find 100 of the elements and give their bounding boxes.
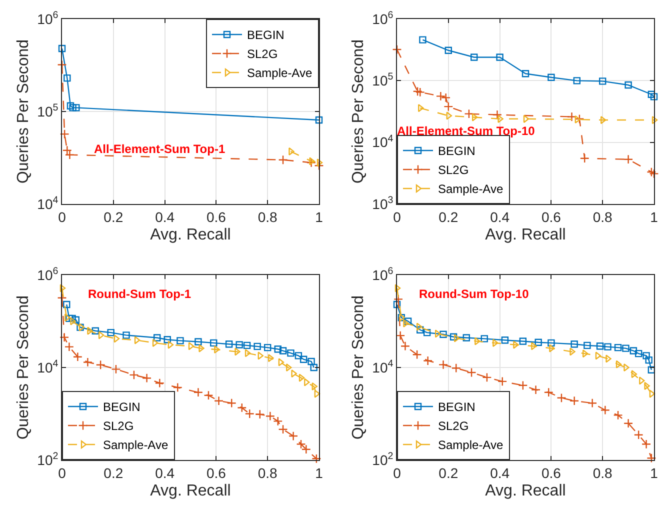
x-tick-label: 0.2	[438, 208, 458, 225]
point	[214, 396, 224, 406]
point	[464, 109, 474, 119]
legend-label: BEGIN	[247, 28, 284, 42]
point	[574, 114, 584, 124]
point	[298, 374, 305, 382]
x-tick-label: 0.2	[104, 464, 124, 481]
point	[570, 340, 578, 348]
point	[641, 439, 652, 449]
point	[523, 114, 530, 123]
annotation: Round-Sum Top-1	[88, 287, 192, 301]
point	[114, 334, 120, 343]
x-tick-label: 0.8	[258, 208, 278, 225]
point	[582, 350, 588, 358]
y-tick-label: 10$^{6}$	[372, 266, 394, 283]
point	[164, 336, 171, 344]
point	[129, 370, 139, 380]
point	[210, 339, 218, 347]
point	[142, 373, 152, 383]
x-tick-label: 1	[315, 208, 324, 225]
point	[168, 340, 174, 349]
point	[423, 356, 433, 366]
x-axis-title: Avg. Recall	[150, 482, 231, 500]
point	[648, 366, 656, 374]
point	[264, 344, 272, 352]
point	[613, 410, 623, 420]
point	[596, 342, 604, 350]
point	[492, 110, 502, 120]
point	[650, 93, 658, 100]
legend-label: BEGIN	[438, 144, 476, 158]
point	[309, 157, 315, 166]
legend-label: BEGIN	[103, 400, 140, 414]
point	[472, 113, 478, 122]
point	[63, 300, 70, 308]
y-tick-label: 10$^{3}$	[372, 195, 394, 212]
point	[404, 318, 412, 325]
x-tick-label: 0.8	[258, 464, 278, 481]
point	[172, 382, 182, 392]
x-tick-label: 0.6	[541, 464, 562, 481]
x-tick-label: 0.8	[592, 208, 613, 225]
annotation: Round-Sum Top-10	[419, 287, 530, 301]
x-tick-label: 0.4	[490, 464, 510, 481]
point	[534, 338, 542, 346]
point	[98, 331, 104, 340]
point	[58, 44, 66, 52]
legend-label: BEGIN	[438, 400, 476, 414]
y-axis-title: Queries Per Second	[350, 295, 368, 440]
point	[616, 360, 622, 368]
point	[451, 363, 461, 373]
y-axis-title: Queries Per Second	[350, 39, 368, 184]
point	[287, 349, 294, 357]
point	[644, 382, 650, 390]
point	[107, 328, 114, 336]
point	[154, 378, 164, 388]
point	[570, 348, 576, 356]
point	[392, 44, 402, 54]
point	[548, 74, 555, 81]
point	[634, 430, 644, 440]
x-axis-title: Avg. Recall	[485, 226, 566, 244]
point	[60, 332, 70, 342]
point	[70, 317, 76, 326]
point	[122, 332, 130, 339]
point	[624, 418, 634, 428]
y-tick-label: 10$^{2}$	[37, 451, 58, 468]
point	[584, 342, 591, 350]
point	[556, 393, 566, 403]
point	[412, 86, 422, 96]
point	[549, 344, 555, 352]
point	[255, 410, 265, 420]
point	[648, 90, 656, 98]
point	[278, 424, 288, 434]
point	[531, 342, 537, 350]
point	[415, 87, 425, 97]
point	[496, 54, 504, 61]
point	[450, 333, 458, 340]
point	[444, 102, 454, 112]
point	[274, 346, 282, 353]
point	[599, 78, 606, 85]
point	[400, 341, 410, 351]
legend-label: SL2G	[247, 47, 278, 62]
point	[518, 380, 528, 390]
point	[60, 129, 70, 139]
point	[492, 338, 498, 347]
legend-label: SL2G	[438, 419, 469, 434]
point	[606, 354, 612, 363]
point	[244, 408, 254, 419]
x-tick-label: 0	[58, 208, 66, 225]
point	[308, 358, 315, 366]
point	[631, 370, 638, 378]
x-tick-label: 0	[58, 464, 66, 481]
point	[604, 343, 612, 350]
point	[624, 81, 632, 89]
point	[268, 354, 274, 362]
point	[278, 358, 284, 366]
point	[237, 402, 247, 413]
point	[278, 155, 288, 165]
point	[72, 352, 82, 362]
point	[646, 167, 656, 177]
point	[652, 116, 658, 124]
point	[482, 372, 492, 382]
